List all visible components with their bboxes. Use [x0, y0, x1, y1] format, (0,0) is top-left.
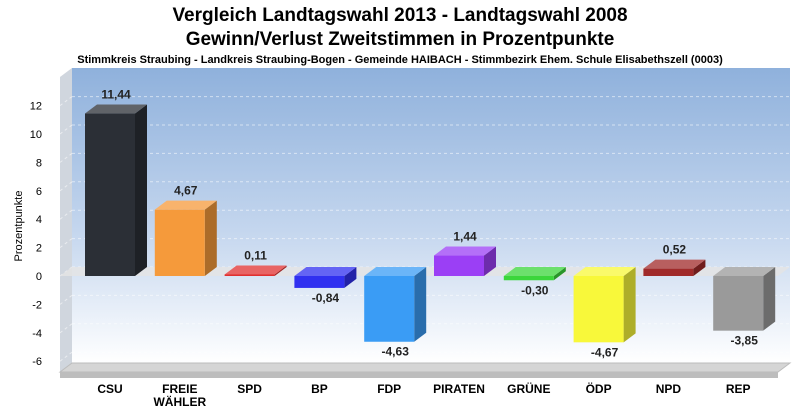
gridline-side — [59, 152, 73, 163]
y-tick-label: -2 — [32, 299, 42, 311]
y-tick-label: -4 — [32, 328, 42, 340]
bar — [85, 113, 135, 276]
bar-side — [135, 104, 147, 276]
bar-top — [573, 267, 636, 276]
bar-side — [344, 267, 357, 288]
bar-top — [154, 200, 217, 210]
bar — [294, 276, 345, 288]
bar-side — [693, 259, 706, 276]
gridline-side — [59, 96, 73, 106]
y-tick-label: -6 — [32, 356, 42, 368]
x-tick-label: WÄHLER — [153, 394, 206, 409]
bar — [713, 276, 764, 331]
chart-subtitle: Stimmkreis Straubing - Landkreis Straubi… — [77, 54, 723, 66]
value-label: -3,85 — [731, 334, 759, 348]
gridline-side — [59, 351, 73, 362]
bar-side — [553, 267, 566, 281]
bar-npd — [643, 259, 706, 276]
x-tick-label: NPD — [656, 382, 682, 396]
bar-freie-wähler — [154, 200, 217, 276]
value-label: 0,11 — [244, 248, 267, 262]
gridline-side — [59, 238, 73, 249]
bar-spd — [224, 265, 287, 276]
bar-side — [623, 267, 636, 343]
x-tick-label: SPD — [237, 382, 262, 396]
value-label: 11,44 — [101, 88, 131, 102]
x-tick-label: CSU — [97, 382, 122, 396]
plot-floor-edge — [60, 372, 778, 378]
bar-side — [484, 246, 496, 276]
y-axis-label: Prozentpunkte — [13, 191, 25, 262]
bar-piraten — [434, 246, 496, 276]
gridline-side — [59, 181, 73, 192]
bar-side — [414, 267, 427, 342]
chart-title: Vergleich Landtagswahl 2013 - Landtagswa… — [0, 4, 800, 52]
bar-top — [643, 259, 706, 269]
x-tick-label: GRÜNE — [507, 381, 550, 396]
value-label: -0,30 — [521, 283, 549, 297]
value-label: 0,52 — [663, 243, 687, 257]
x-tick-label: FREIE — [162, 382, 197, 396]
value-label: -0,84 — [312, 291, 340, 305]
bar-fdp — [364, 267, 427, 342]
y-tick-label: 4 — [36, 214, 42, 226]
bar-top — [503, 267, 566, 276]
value-label: 1,44 — [453, 230, 477, 244]
gridline-side — [59, 323, 73, 334]
bar-ödp — [573, 267, 636, 343]
bar — [573, 276, 624, 343]
bar-bp — [294, 267, 357, 288]
x-tick-label: BP — [311, 382, 328, 396]
bar-grüne — [503, 267, 566, 281]
value-label: -4,63 — [382, 345, 410, 359]
bar-rep — [713, 267, 776, 331]
bar-side — [204, 200, 217, 276]
bar — [364, 276, 415, 342]
bar-side — [763, 267, 776, 331]
bar-top — [434, 246, 496, 256]
bar-top — [713, 267, 776, 276]
x-tick-label: REP — [726, 382, 751, 396]
gridline-side — [59, 124, 73, 135]
y-tick-label: 2 — [36, 243, 42, 255]
y-tick-label: 10 — [30, 129, 42, 141]
value-label: -4,67 — [591, 345, 619, 359]
title-line-2: Gewinn/Verlust Zweitstimmen in Prozentpu… — [185, 29, 615, 50]
y-tick-label: 0 — [36, 271, 42, 283]
bar-top — [85, 104, 147, 114]
bar-top — [224, 265, 287, 275]
y-tick-label: 8 — [36, 157, 42, 169]
bar — [224, 274, 275, 276]
bar — [643, 268, 694, 276]
bar-top — [364, 267, 427, 276]
plot-left-wall — [60, 68, 72, 372]
plot-floor — [58, 362, 792, 373]
gridline-side — [59, 209, 73, 220]
title-line-1: Vergleich Landtagswahl 2013 - Landtagswa… — [172, 5, 628, 26]
bar — [154, 209, 205, 276]
bar — [503, 276, 554, 281]
x-tick-label: FDP — [377, 382, 401, 396]
bar-side — [274, 265, 287, 276]
bar — [434, 255, 484, 276]
value-label: 4,67 — [174, 184, 198, 198]
bar-csu — [85, 104, 147, 276]
x-tick-label: ÖDP — [586, 381, 612, 396]
gridline-side — [59, 294, 73, 305]
bar-top — [294, 267, 357, 276]
y-tick-label: 12 — [30, 101, 42, 113]
y-tick-label: 6 — [36, 186, 42, 198]
x-tick-label: PIRATEN — [433, 382, 485, 396]
